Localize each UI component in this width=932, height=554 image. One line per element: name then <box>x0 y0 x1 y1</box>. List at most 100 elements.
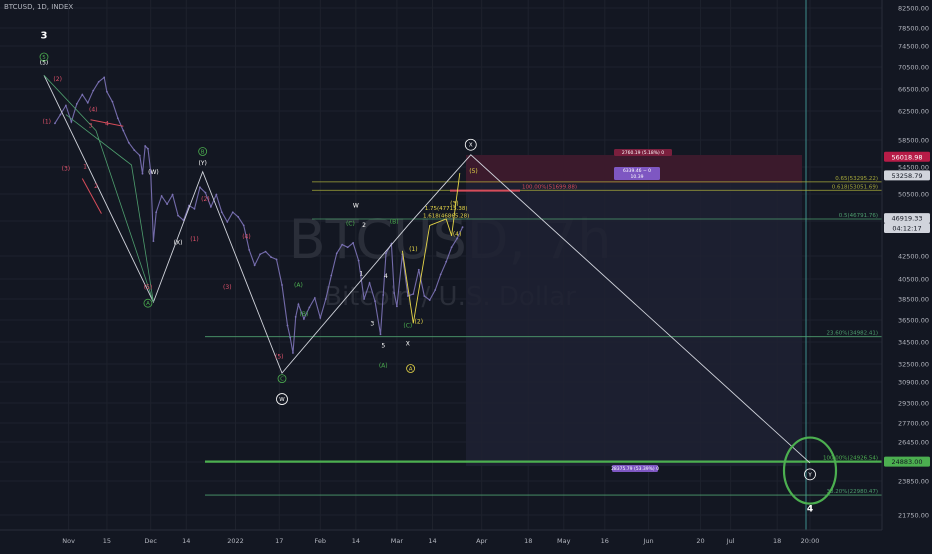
price-point <box>86 101 89 104</box>
wave-label: (4) <box>242 234 251 241</box>
price-point <box>302 318 305 320</box>
impulse-line <box>401 173 461 324</box>
price-point <box>92 89 95 92</box>
wave-label: (1) <box>409 246 418 253</box>
x-tick-label: 20 <box>696 537 704 545</box>
wave-label: (4) <box>89 107 98 114</box>
price-point <box>330 274 333 277</box>
y-tick-label: 78500.00 <box>898 25 929 33</box>
y-tick-label: 70500.00 <box>898 64 929 72</box>
price-point <box>292 352 294 354</box>
price-point <box>149 170 152 173</box>
x-tick-label: 17 <box>275 537 283 545</box>
price-point <box>103 76 106 79</box>
x-tick-label: May <box>557 537 571 545</box>
wave-label: (3) <box>223 284 232 291</box>
y-tick-label: 26450.00 <box>898 439 929 447</box>
price-point <box>434 289 437 291</box>
price-point <box>417 268 420 271</box>
wave-label: 4 <box>384 273 388 280</box>
wave-circle <box>464 138 477 151</box>
projection-zone <box>466 155 802 466</box>
price-point <box>324 298 327 300</box>
wave-lines-layer <box>43 75 811 464</box>
price-point <box>152 240 155 243</box>
price-tag-label: 24883.00 <box>891 458 922 466</box>
wave-label: (1) <box>42 118 51 125</box>
level-label: 100.00%(24926.54) <box>823 456 878 462</box>
wave-label: (2) <box>53 76 62 83</box>
y-tick-label: 34500.00 <box>898 339 929 347</box>
wave-label: (3) <box>62 165 71 172</box>
price-point <box>97 80 100 83</box>
price-point <box>275 258 278 261</box>
y-tick-label: 23850.00 <box>898 478 929 486</box>
level-label: 100.00%(51699.88) <box>522 185 577 191</box>
price-point <box>54 122 56 125</box>
wave-label: 1.75(47715.38) <box>425 206 468 212</box>
labels-layer: 3 (5) (2) (1) (3) 1 2 3 4 (4) (W) (5) (X) (Y) (2) (1) (4… <box>39 30 838 515</box>
wave-label: (5) <box>469 168 478 175</box>
wave-circle <box>276 393 288 405</box>
wave-circle-label: A <box>409 367 413 373</box>
wave-label: (2) <box>201 196 210 203</box>
price-tag <box>884 170 930 181</box>
price-point <box>64 104 67 107</box>
y-tick-label: 62500.00 <box>898 108 929 116</box>
level-label: 0.618(53051.69) <box>832 184 878 190</box>
symbol-label: BTCUSD, 1D, INDEX <box>4 3 74 11</box>
wave-label: 3 <box>89 123 93 130</box>
final-wave-label: 4 <box>807 505 813 515</box>
x-tick-label: Feb <box>315 537 327 545</box>
x-tick-label: 14 <box>182 537 190 545</box>
trend-line-red <box>81 178 102 214</box>
price-point <box>215 193 218 196</box>
y-tick-label: 50500.00 <box>898 191 929 199</box>
wave-circle <box>804 468 816 481</box>
price-point <box>231 211 234 214</box>
price-point <box>357 259 360 262</box>
price-tag <box>884 456 930 467</box>
price-point <box>396 305 398 308</box>
wave-circle <box>277 374 287 384</box>
price-point <box>138 154 141 157</box>
price-point <box>363 298 365 300</box>
x-tick-label: 18 <box>524 537 532 545</box>
y-tick-label: 74500.00 <box>898 43 929 51</box>
price-point <box>439 273 442 276</box>
price-point <box>346 246 349 249</box>
x-tick-label: Jul <box>726 537 735 545</box>
wave-label: X <box>406 340 410 347</box>
price-point <box>147 147 149 150</box>
level-label: 38.20%(22980.47) <box>826 489 878 495</box>
wave-label: 3 <box>370 321 374 328</box>
info-box-label: 2760.19 (5.18%) 0 <box>622 150 664 156</box>
price-point <box>133 149 136 152</box>
price-point <box>160 195 163 197</box>
price-point <box>193 207 196 210</box>
price-tag <box>884 213 930 224</box>
price-point <box>75 102 78 105</box>
info-box <box>614 149 672 156</box>
info-box <box>612 465 658 472</box>
wave-circle-label: A <box>146 301 150 307</box>
wave-label: (A) <box>379 362 388 369</box>
price-point <box>264 250 267 253</box>
price-point <box>406 295 409 297</box>
price-point <box>450 246 453 249</box>
price-point <box>248 248 251 251</box>
price-layer <box>54 76 464 354</box>
price-point <box>335 252 338 255</box>
wave-label: (W) <box>148 169 159 176</box>
price-point <box>166 203 169 206</box>
price-point <box>209 205 212 208</box>
wave-label: 2 <box>94 183 98 190</box>
price-tag <box>884 223 930 233</box>
wave-circle <box>39 52 49 62</box>
level-label: 0.5(46791.76) <box>839 213 878 219</box>
x-tick-label: Jun <box>643 537 654 545</box>
price-point <box>374 300 376 302</box>
